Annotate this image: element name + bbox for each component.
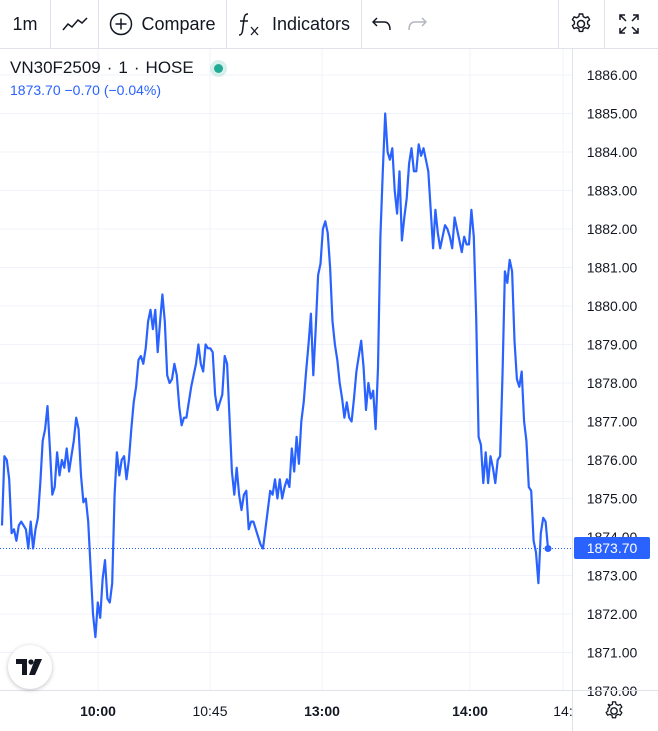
market-status-dot bbox=[213, 63, 223, 73]
fx-icon bbox=[238, 13, 259, 36]
y-tick-label: 1872.00 bbox=[587, 606, 638, 622]
undo-icon bbox=[372, 17, 391, 31]
redo-button[interactable] bbox=[403, 0, 431, 48]
legend-interval: 1 bbox=[118, 58, 128, 77]
x-tick-label: 14:00 bbox=[452, 703, 488, 719]
legend-separator: · bbox=[106, 58, 113, 77]
price-change-pct: (−0.04%) bbox=[103, 82, 162, 98]
x-tick-label: 10:45 bbox=[192, 703, 227, 719]
chart-type-icon bbox=[61, 17, 88, 31]
x-tick-label: 10:00 bbox=[80, 703, 116, 719]
interval-label: 1m bbox=[12, 13, 38, 34]
price-chart[interactable]: 1886.00 1885.00 1884.00 1883.00 1882.00 1881.… bbox=[0, 49, 658, 731]
y-tick-label: 1879.00 bbox=[587, 337, 638, 353]
indicators-button[interactable]: Indicators bbox=[227, 0, 361, 48]
y-tick-label: 1877.00 bbox=[587, 414, 638, 430]
tradingview-logo[interactable] bbox=[8, 645, 52, 689]
compare-label: Compare bbox=[141, 13, 216, 34]
settings-gear-icon bbox=[571, 13, 591, 33]
tradingview-logo-icon bbox=[16, 659, 42, 675]
undo-button[interactable] bbox=[368, 0, 396, 48]
symbol-name[interactable]: VN30F2509 bbox=[10, 58, 101, 77]
last-price-tag: 1873.70 bbox=[574, 537, 650, 559]
toolbar-separator bbox=[98, 0, 99, 48]
toolbar-separator bbox=[50, 0, 51, 48]
chart-grid bbox=[0, 49, 572, 692]
compare-button[interactable]: Compare bbox=[99, 0, 226, 48]
chart-type-button[interactable] bbox=[51, 0, 98, 48]
fullscreen-button[interactable] bbox=[614, 0, 644, 48]
indicators-label: Indicators bbox=[271, 13, 351, 34]
price-line bbox=[0, 112, 550, 639]
y-tick-label: 1871.00 bbox=[587, 645, 638, 661]
y-tick-label: 1884.00 bbox=[587, 144, 638, 160]
x-tick-label: 14: bbox=[553, 703, 572, 719]
last-price: 1873.70 bbox=[10, 82, 61, 98]
interval-button[interactable]: 1m bbox=[0, 0, 50, 48]
toolbar-separator bbox=[604, 0, 605, 48]
y-tick-label: 1883.00 bbox=[587, 183, 638, 199]
top-toolbar: 1m Compare Indicators bbox=[0, 0, 658, 49]
x-tick-label: 13:00 bbox=[304, 703, 340, 719]
toolbar-separator bbox=[226, 0, 227, 48]
redo-icon bbox=[408, 17, 427, 31]
y-tick-label: 1876.00 bbox=[587, 452, 638, 468]
y-tick-label: 1875.00 bbox=[587, 491, 638, 507]
price-series bbox=[0, 112, 572, 639]
fullscreen-icon bbox=[619, 14, 639, 34]
y-tick-label: 1873.00 bbox=[587, 568, 638, 584]
last-price-point bbox=[544, 545, 552, 553]
settings-gear-icon bbox=[605, 701, 623, 719]
y-tick-label: 1878.00 bbox=[587, 375, 638, 391]
price-axis[interactable]: 1886.00 1885.00 1884.00 1883.00 1882.00 1881.… bbox=[572, 49, 638, 731]
toolbar-separator bbox=[558, 0, 559, 48]
exchange-name: HOSE bbox=[145, 58, 194, 77]
time-axis[interactable]: 10:00 10:45 13:00 14:00 14: bbox=[0, 690, 658, 731]
time-axis-background bbox=[0, 690, 572, 731]
toolbar-separator bbox=[361, 0, 362, 48]
y-tick-label: 1881.00 bbox=[587, 260, 638, 276]
y-tick-label: 1880.00 bbox=[587, 298, 638, 314]
price-change: −0.70 bbox=[64, 82, 100, 98]
legend-separator: · bbox=[133, 58, 140, 77]
symbol-legend: VN30F2509 · 1 · HOSE 1873.70 −0.70 (−0.0… bbox=[10, 58, 223, 98]
axis-settings-button[interactable] bbox=[600, 697, 628, 725]
y-tick-label: 1886.00 bbox=[587, 67, 638, 83]
y-tick-label: 1882.00 bbox=[587, 221, 638, 237]
compare-plus-icon bbox=[110, 12, 133, 36]
settings-button[interactable] bbox=[566, 0, 596, 48]
y-tick-label: 1885.00 bbox=[587, 106, 638, 122]
